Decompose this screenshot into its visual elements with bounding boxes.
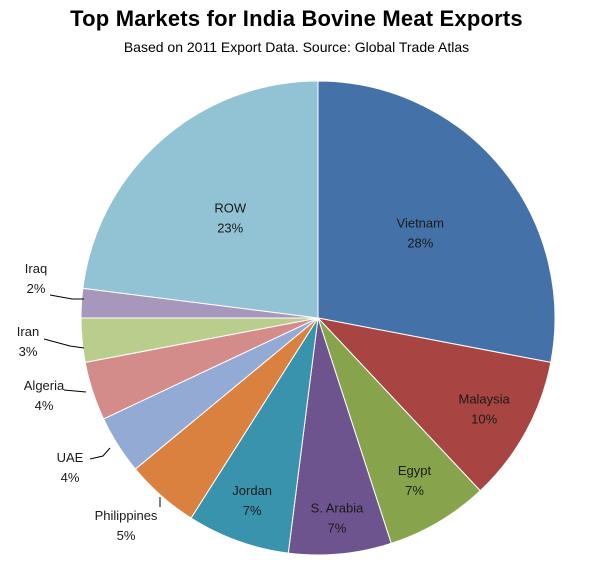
slice-percent-label-malaysia: 10% (471, 411, 497, 426)
slice-percent-label-jordan: 7% (243, 503, 262, 518)
slice-name-label-malaysia: Malaysia (458, 391, 510, 406)
slice-name-label-s-arabia: S. Arabia (311, 501, 365, 516)
pie-slice-row (82, 80, 319, 319)
slice-labels: Vietnam 28% Malaysia 10% Egypt 7% S. Arabia 7% J… (17, 200, 511, 543)
slice-percent-label-uae: 4% (61, 470, 80, 485)
leader-line-iran (43, 338, 85, 349)
slice-name-label-iraq: Iraq (25, 261, 47, 276)
slice-name-label-algeria: Algeria (24, 378, 65, 393)
slice-percent-label-vietnam: 28% (407, 235, 433, 250)
slice-percent-label-philippines: 5% (117, 528, 136, 543)
slice-name-label-jordan: Jordan (232, 483, 272, 498)
pie-slice-malaysia (316, 317, 552, 492)
pie-slice-vietnam (317, 80, 556, 363)
slice-percent-label-s-arabia: 7% (328, 521, 347, 536)
pie-slices (80, 80, 556, 556)
pie-slice-s-arabia (287, 317, 392, 556)
slice-name-label-uae: UAE (57, 450, 84, 465)
slice-percent-label-row: 23% (217, 220, 243, 235)
slice-percent-label-iran: 3% (19, 344, 38, 359)
leader-lines (43, 294, 161, 507)
slice-name-label-iran: Iran (17, 324, 39, 339)
slice-name-label-vietnam: Vietnam (397, 215, 444, 230)
leader-line-uae (89, 447, 111, 460)
slice-percent-label-algeria: 4% (35, 398, 54, 413)
pie-slice-egypt (317, 317, 481, 545)
leader-line-algeria (63, 389, 87, 393)
slice-name-label-philippines: Philippines (95, 508, 158, 523)
slice-percent-label-egypt: 7% (405, 483, 424, 498)
slice-name-label-egypt: Egypt (398, 463, 432, 478)
pie-slice-jordan (190, 317, 319, 554)
chart-title: Top Markets for India Bovine Meat Export… (70, 6, 523, 31)
slice-percent-label-iraq: 2% (27, 281, 46, 296)
leader-line-iraq (49, 294, 84, 300)
chart-subtitle: Based on 2011 Export Data. Source: Globa… (123, 39, 470, 55)
slice-name-label-row: ROW (214, 200, 247, 215)
